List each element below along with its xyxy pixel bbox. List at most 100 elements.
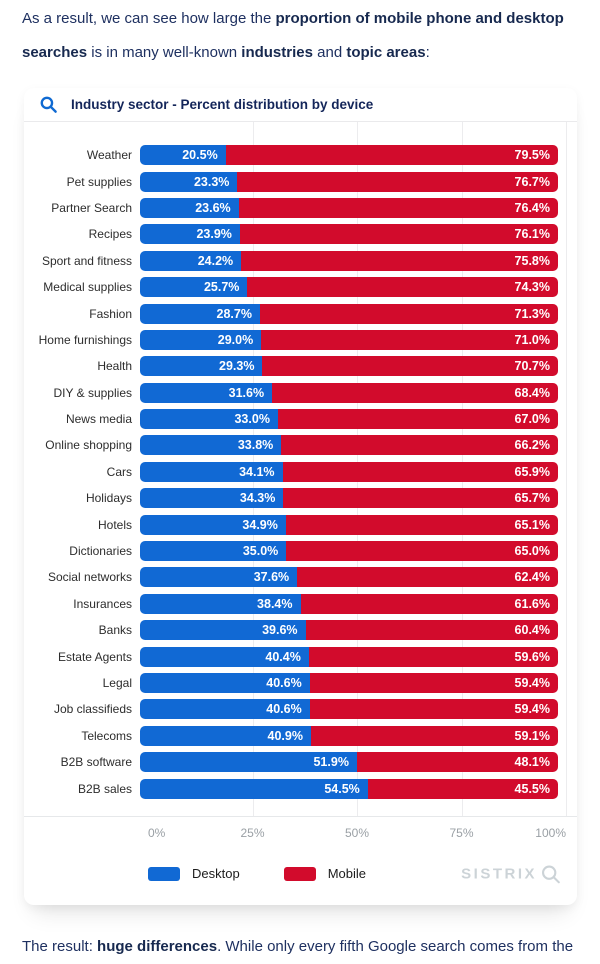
bar-track: 33.0% 67.0%	[140, 409, 558, 430]
mobile-bar-segment[interactable]: 76.7%	[237, 171, 558, 192]
category-label: Medical supplies	[43, 280, 132, 295]
mobile-bar-segment[interactable]: 45.5%	[367, 778, 558, 799]
mobile-bar-segment[interactable]: 67.0%	[277, 409, 558, 430]
desktop-bar-segment[interactable]: 40.6%	[140, 673, 310, 693]
bar-track: 28.7% 71.3%	[140, 303, 558, 324]
emphasis-text: industries	[241, 44, 313, 61]
mobile-bar-segment[interactable]: 70.7%	[262, 356, 558, 377]
magnifier-icon	[39, 95, 58, 114]
mobile-bar-segment[interactable]: 76.1%	[239, 224, 558, 245]
sistrix-logo[interactable]: SISTRIX	[461, 863, 561, 884]
mobile-bar-segment[interactable]: 62.4%	[297, 567, 558, 588]
bar-track: 40.6% 59.4%	[140, 699, 558, 720]
mobile-bar-segment[interactable]: 74.3%	[247, 277, 558, 298]
chart-row: Partner Search 23.6% 76.4%	[24, 195, 577, 221]
desktop-bar-segment[interactable]: 34.3%	[140, 488, 284, 509]
bar-track: 34.1% 65.9%	[140, 461, 558, 482]
category-label: Hotels	[97, 517, 132, 532]
chart-row: Banks 39.6% 60.4%	[24, 617, 577, 643]
chart-row: B2B sales 54.5% 45.5%	[24, 775, 577, 801]
legend-item-mobile[interactable]: Mobile	[283, 866, 366, 881]
chart-row: Sport and fitness 24.2% 75.8%	[24, 248, 577, 274]
bar-track: 40.9% 59.1%	[140, 725, 558, 746]
sistrix-wordmark: SISTRIX	[461, 865, 537, 883]
bar-track: 33.8% 66.2%	[140, 435, 558, 456]
legend: Desktop Mobile SISTRIX	[148, 855, 577, 893]
chart-row: B2B software 51.9% 48.1%	[24, 749, 577, 775]
category-label: Banks	[98, 623, 132, 638]
desktop-bar-segment[interactable]: 20.5%	[140, 145, 226, 166]
axis-tick-label: 75%	[449, 825, 474, 840]
body-text: . While only every fifth Google search c…	[217, 938, 574, 955]
chart-row: Insurances 38.4% 61.6%	[24, 591, 577, 617]
mobile-bar-segment[interactable]: 48.1%	[356, 752, 558, 773]
bar-track: 31.6% 68.4%	[140, 382, 558, 403]
chart-header: Industry sector - Percent distribution b…	[24, 88, 577, 122]
bar-track: 29.3% 70.7%	[140, 356, 558, 377]
mobile-bar-segment[interactable]: 68.4%	[272, 382, 558, 403]
desktop-bar-segment[interactable]: 33.8%	[140, 435, 282, 456]
mobile-bar-segment[interactable]: 65.9%	[282, 461, 558, 482]
bar-track: 23.3% 76.7%	[140, 171, 558, 192]
axis-separator	[24, 815, 577, 817]
desktop-bar-segment[interactable]: 40.4%	[140, 646, 309, 667]
desktop-bar-segment[interactable]: 37.6%	[140, 567, 298, 588]
category-label: Weather	[86, 148, 132, 163]
chart-title: Industry sector - Percent distribution b…	[71, 97, 374, 112]
category-label: Telecoms	[81, 728, 132, 743]
mobile-bar-segment[interactable]: 59.4%	[309, 673, 558, 693]
category-label: Recipes	[88, 227, 132, 242]
mobile-bar-segment[interactable]: 79.5%	[225, 145, 558, 166]
sistrix-magnifier-icon	[542, 865, 560, 884]
desktop-bar-segment[interactable]: 24.2%	[140, 250, 242, 271]
bar-track: 38.4% 61.6%	[140, 593, 558, 614]
mobile-bar-segment[interactable]: 60.4%	[305, 620, 558, 641]
desktop-bar-segment[interactable]: 23.9%	[140, 224, 240, 245]
desktop-bar-segment[interactable]: 28.7%	[140, 303, 260, 324]
desktop-bar-segment[interactable]: 39.6%	[140, 620, 306, 641]
desktop-bar-segment[interactable]: 31.6%	[140, 382, 273, 403]
desktop-bar-segment[interactable]: 23.6%	[140, 197, 239, 218]
desktop-bar-segment[interactable]: 23.3%	[140, 171, 238, 192]
bar-track: 35.0% 65.0%	[140, 541, 558, 562]
bar-track: 40.6% 59.4%	[140, 673, 558, 693]
legend-item-desktop[interactable]: Desktop	[148, 866, 240, 881]
mobile-bar-segment[interactable]: 59.1%	[310, 725, 558, 746]
category-label: Sport and fitness	[41, 253, 132, 268]
mobile-bar-segment[interactable]: 71.0%	[261, 329, 558, 350]
desktop-bar-segment[interactable]: 29.0%	[140, 329, 262, 350]
mobile-bar-segment[interactable]: 59.6%	[308, 646, 558, 667]
mobile-bar-segment[interactable]: 61.6%	[300, 593, 558, 614]
mobile-bar-segment[interactable]: 65.7%	[283, 488, 558, 509]
desktop-bar-segment[interactable]: 34.1%	[140, 461, 283, 482]
chart-row: Weather 20.5% 79.5%	[24, 142, 577, 168]
bar-track: 20.5% 79.5%	[140, 145, 558, 166]
desktop-bar-segment[interactable]: 38.4%	[140, 593, 301, 614]
desktop-bar-segment[interactable]: 54.5%	[140, 778, 368, 799]
emphasis-text: proportion of mobile phone and desktop s…	[22, 10, 564, 61]
desktop-bar-segment[interactable]: 35.0%	[140, 541, 287, 562]
desktop-bar-segment[interactable]: 29.3%	[140, 356, 263, 377]
mobile-bar-segment[interactable]: 65.0%	[286, 541, 558, 562]
body-text: As a result, we can see how large the	[22, 10, 276, 27]
bar-track: 37.6% 62.4%	[140, 567, 558, 588]
mobile-bar-segment[interactable]: 75.8%	[241, 250, 558, 271]
desktop-bar-segment[interactable]: 34.9%	[140, 514, 286, 535]
mobile-bar-segment[interactable]: 71.3%	[259, 303, 558, 324]
mobile-bar-segment[interactable]: 59.4%	[309, 699, 558, 720]
chart-rows: Weather 20.5% 79.5% Pet supplies 23.3% 76.7% P…	[24, 142, 577, 802]
chart-row: Social networks 37.6% 62.4%	[24, 564, 577, 590]
bar-track: 23.6% 76.4%	[140, 197, 558, 218]
category-label: DIY & supplies	[53, 385, 133, 400]
mobile-bar-segment[interactable]: 66.2%	[281, 435, 558, 456]
bar-track: 29.0% 71.0%	[140, 329, 558, 350]
desktop-bar-segment[interactable]: 51.9%	[140, 752, 357, 773]
desktop-bar-segment[interactable]: 33.0%	[140, 409, 278, 430]
category-label: Estate Agents	[57, 649, 132, 664]
chart-row: Legal 40.6% 59.4%	[24, 670, 577, 696]
desktop-bar-segment[interactable]: 40.9%	[140, 725, 311, 746]
desktop-bar-segment[interactable]: 25.7%	[140, 277, 248, 298]
mobile-bar-segment[interactable]: 76.4%	[238, 197, 558, 218]
mobile-bar-segment[interactable]: 65.1%	[285, 514, 558, 535]
desktop-bar-segment[interactable]: 40.6%	[140, 699, 310, 720]
